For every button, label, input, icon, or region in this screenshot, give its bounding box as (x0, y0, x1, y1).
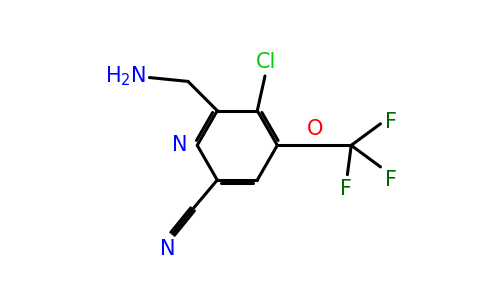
Text: F: F (385, 112, 397, 132)
Text: F: F (385, 170, 397, 190)
Text: O: O (307, 119, 323, 139)
Text: F: F (340, 179, 352, 199)
Text: N: N (160, 238, 176, 259)
Text: H$_2$N: H$_2$N (105, 64, 146, 88)
Text: Cl: Cl (256, 52, 276, 72)
Text: N: N (172, 135, 188, 155)
